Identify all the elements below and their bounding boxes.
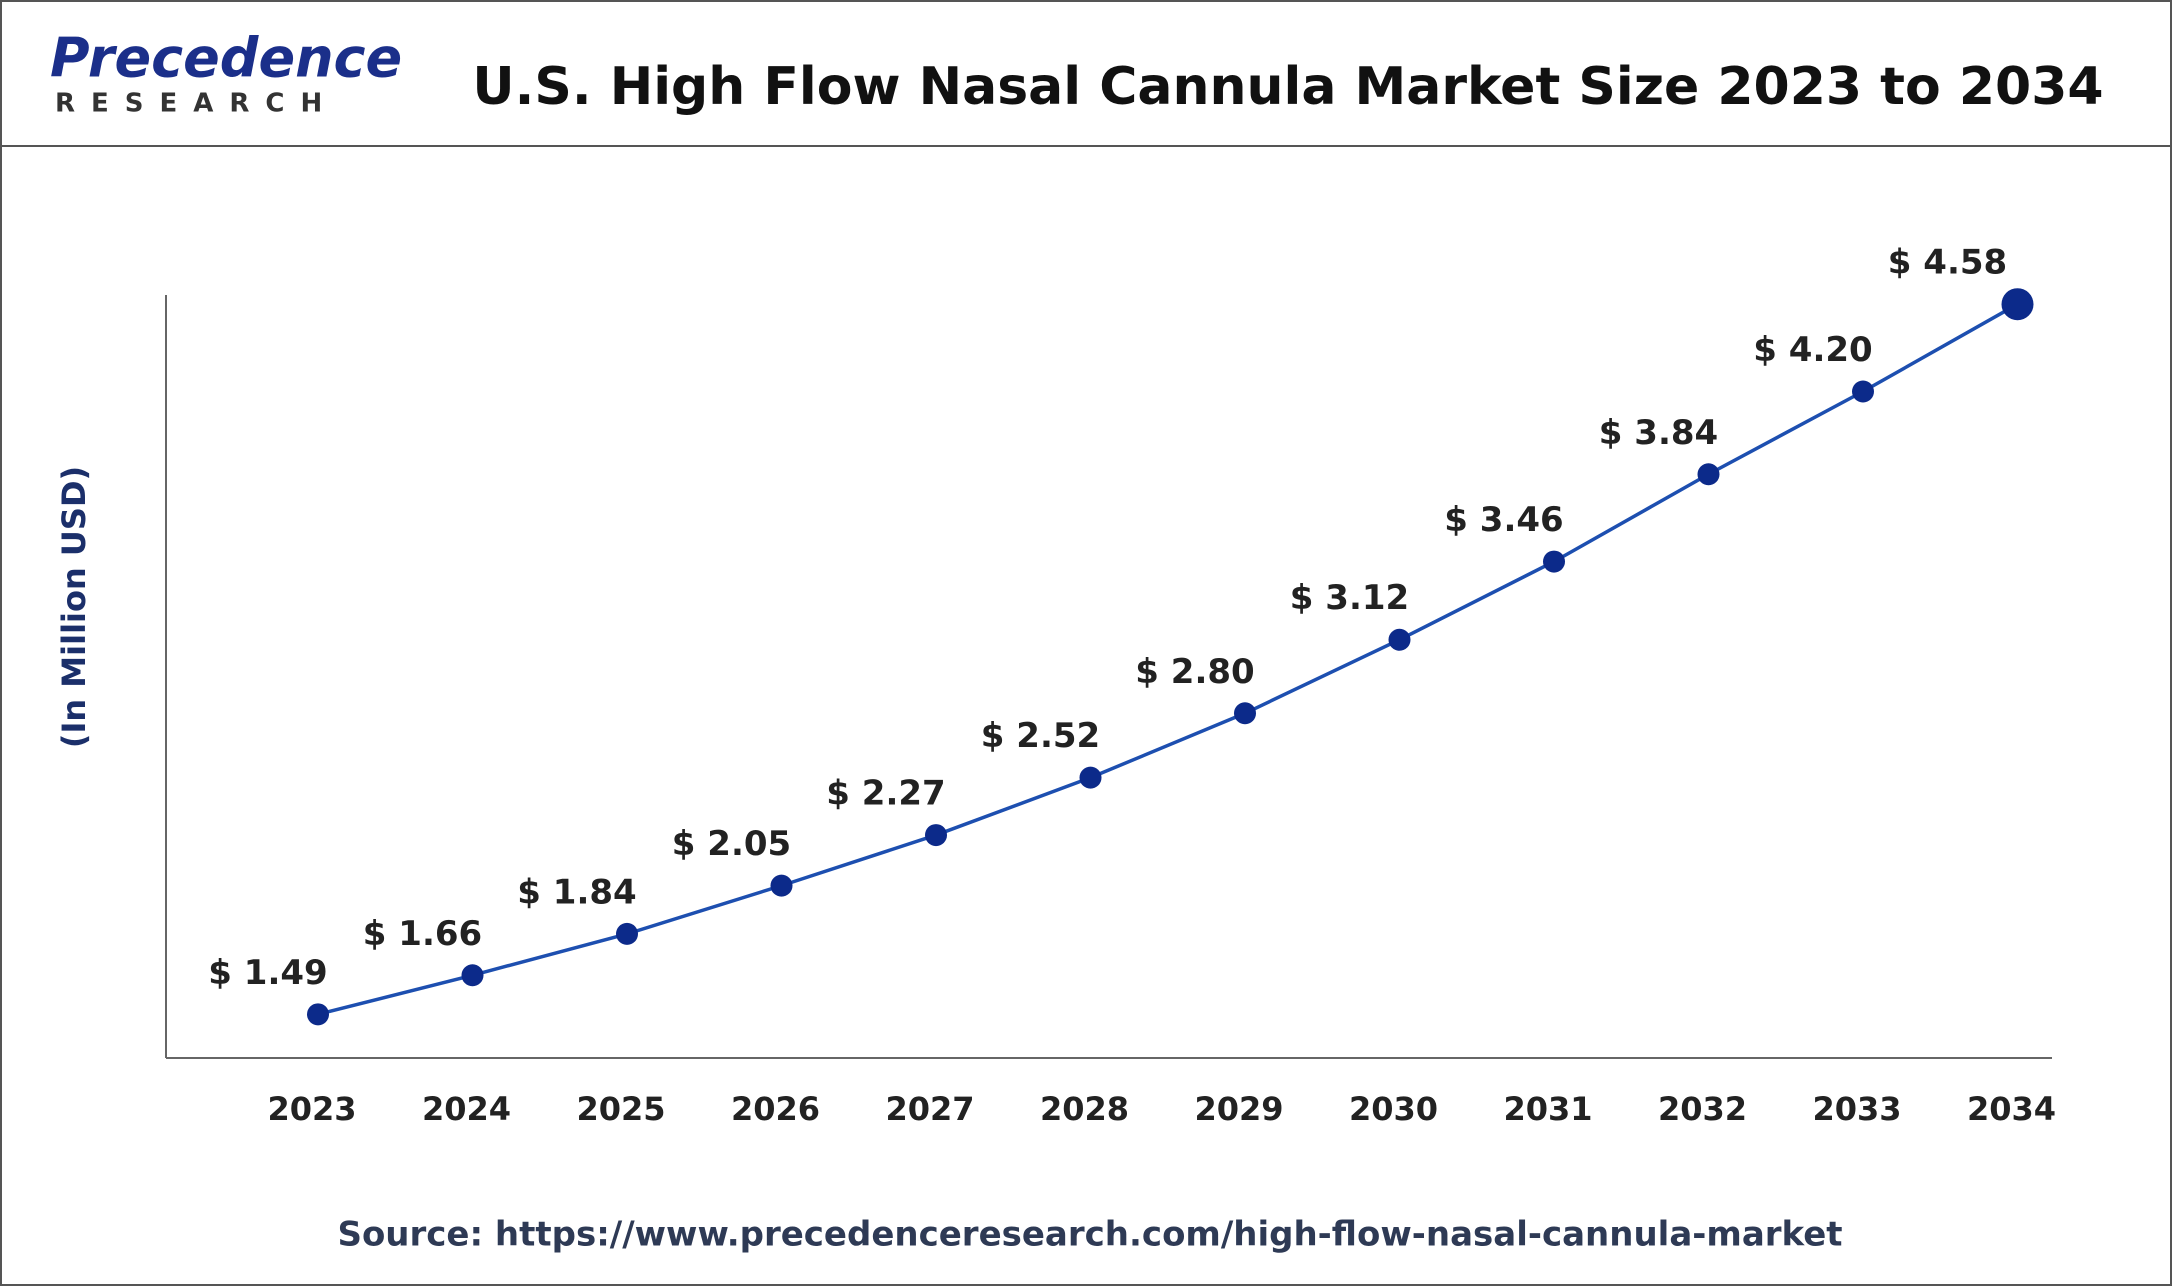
x-tick-label: 2032 [1658,1090,1747,1128]
value-label: $ 1.49 [208,953,327,993]
x-tick-label: 2024 [422,1090,511,1128]
marker [1079,766,1102,789]
line [317,302,2019,1017]
value-label: $ 2.80 [1135,652,1254,692]
marker [1543,550,1565,573]
x-tick-label: 2033 [1812,1090,1901,1128]
value-label: $ 1.66 [363,914,482,954]
marker [1388,628,1411,651]
value-label: $ 1.84 [517,872,636,912]
marker [616,922,638,945]
marker [770,874,793,897]
value-label: $ 3.12 [1290,578,1409,618]
logo-subtitle: RESEARCH [55,89,338,119]
value-label: $ 2.27 [826,774,945,814]
marker [2001,288,2034,321]
value-label: $ 3.84 [1599,413,1718,453]
x-tick-label: 2031 [1503,1090,1592,1128]
marker [461,964,484,987]
x-tick-label: 2030 [1349,1090,1438,1128]
x-tick-label: 2028 [1040,1090,1129,1128]
x-tick-label: 2023 [267,1090,356,1128]
x-tick-label: 2026 [731,1090,820,1128]
marker [1234,702,1256,725]
value-label: $ 2.52 [981,716,1100,756]
x-tick-label: 2029 [1194,1090,1283,1128]
x-tick-label: 2027 [885,1090,974,1128]
value-label: $ 4.20 [1753,330,1872,370]
marker [1697,463,1720,486]
source: Source: https://www.precedenceresearch.c… [337,1215,1842,1255]
value-label: $ 2.05 [672,824,791,864]
y-axis-label: (In Million USD) [55,466,93,748]
marker [1852,380,1874,403]
x-tick-label: 2025 [576,1090,665,1128]
x-tick-label: 2034 [1967,1090,2056,1128]
marker [307,1003,329,1026]
value-label: $ 3.46 [1444,500,1563,540]
marker [925,824,947,847]
logo-name: Precedence [50,27,402,90]
value-label: $ 4.58 [1888,243,2007,283]
chart-title: U.S. High Flow Nasal Cannula Market Size… [472,57,2103,117]
